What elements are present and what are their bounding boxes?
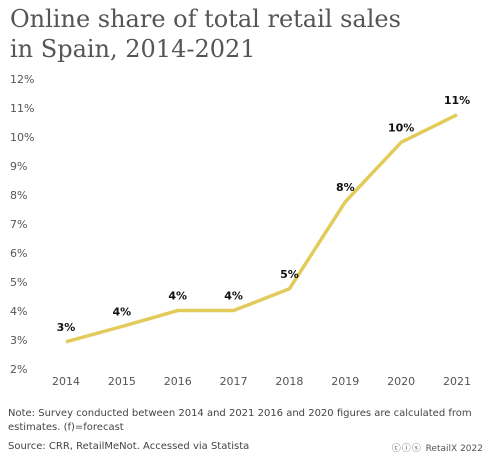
x-tick-label: 2018: [275, 375, 303, 388]
chart: 2% 3% 4% 5% 6% 7% 8% 9% 10% 11% 12% 2014 2015 2016 201…: [10, 73, 471, 388]
chart-title: Online share of total retail sales in Sp…: [10, 5, 401, 63]
value-label: 11%: [444, 94, 470, 107]
x-tick-label: 2021: [443, 375, 471, 388]
x-tick-label: 2017: [220, 375, 248, 388]
y-tick-label: 7%: [10, 218, 27, 231]
x-tick-label: 2014: [52, 375, 80, 388]
source: Source: CRR, RetailMeNot. Accessed via S…: [8, 441, 250, 452]
y-tick-label: 12%: [10, 73, 34, 86]
note: Note: Survey conducted between 2014 and …: [8, 408, 472, 433]
value-label: 5%: [280, 268, 299, 281]
x-tick-label: 2015: [108, 375, 136, 388]
y-tick-label: 2%: [10, 363, 27, 376]
credit-text: RetailX 2022: [425, 444, 483, 454]
y-tick-label: 4%: [10, 305, 27, 318]
y-tick-label: 8%: [10, 189, 27, 202]
y-tick-label: 3%: [10, 334, 27, 347]
value-label: 8%: [336, 181, 355, 194]
y-tick-label: 5%: [10, 276, 27, 289]
x-tick-label: 2020: [387, 375, 415, 388]
value-label: 10%: [388, 121, 414, 134]
x-tick-label: 2016: [164, 375, 192, 388]
x-tick-label: 2019: [331, 375, 359, 388]
value-label: 4%: [224, 290, 243, 303]
cc-icons: ⓒⓘⓢ: [391, 444, 426, 454]
y-tick-label: 9%: [10, 160, 27, 173]
value-label: 4%: [168, 290, 187, 303]
value-label: 3%: [57, 321, 76, 334]
value-label: 4%: [113, 306, 132, 319]
line: [65, 113, 458, 344]
y-tick-label: 11%: [10, 102, 34, 115]
y-tick-label: 10%: [10, 131, 34, 144]
credit: ⓒⓘⓢ RetailX 2022: [392, 441, 483, 454]
y-tick-label: 6%: [10, 247, 27, 260]
